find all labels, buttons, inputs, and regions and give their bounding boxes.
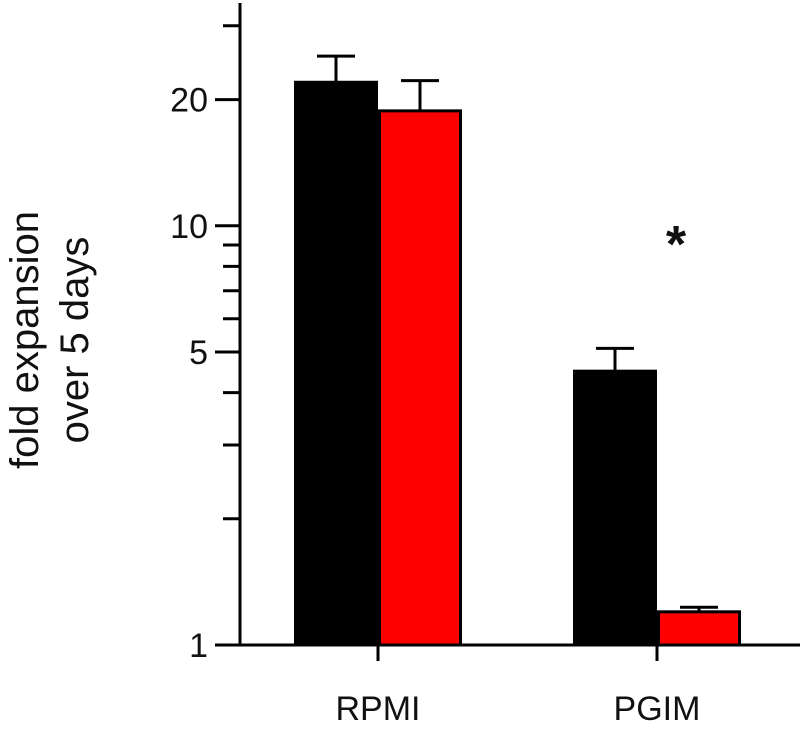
y-tick-label-20: 20: [170, 82, 208, 120]
bar-pgim-series-2: [657, 610, 741, 647]
x-tick-label-rpmi: RPMI: [336, 690, 421, 725]
y-tick-label-5: 5: [189, 334, 208, 372]
error-bars-layer: [317, 54, 718, 612]
y-axis-title-line-2: over 5 days: [53, 237, 97, 444]
bar-rpmi-series-1: [294, 80, 378, 647]
axes-layer: [215, 3, 800, 661]
y-tick-label-10: 10: [170, 208, 208, 246]
bar-rpmi-series-2: [378, 109, 462, 647]
y-tick-label-1: 1: [189, 627, 208, 665]
y-axis-title: fold expansion over 5 days: [3, 211, 97, 469]
bars-layer: [294, 80, 741, 647]
x-tick-label-pgim: PGIM: [614, 690, 701, 725]
bar-pgim-series-1: [573, 369, 657, 647]
significance-annotation: *: [666, 216, 687, 274]
y-axis-title-line-1: fold expansion: [3, 211, 47, 469]
labels-layer: 1 5 10 20 RPMI PGIM *: [170, 82, 701, 728]
